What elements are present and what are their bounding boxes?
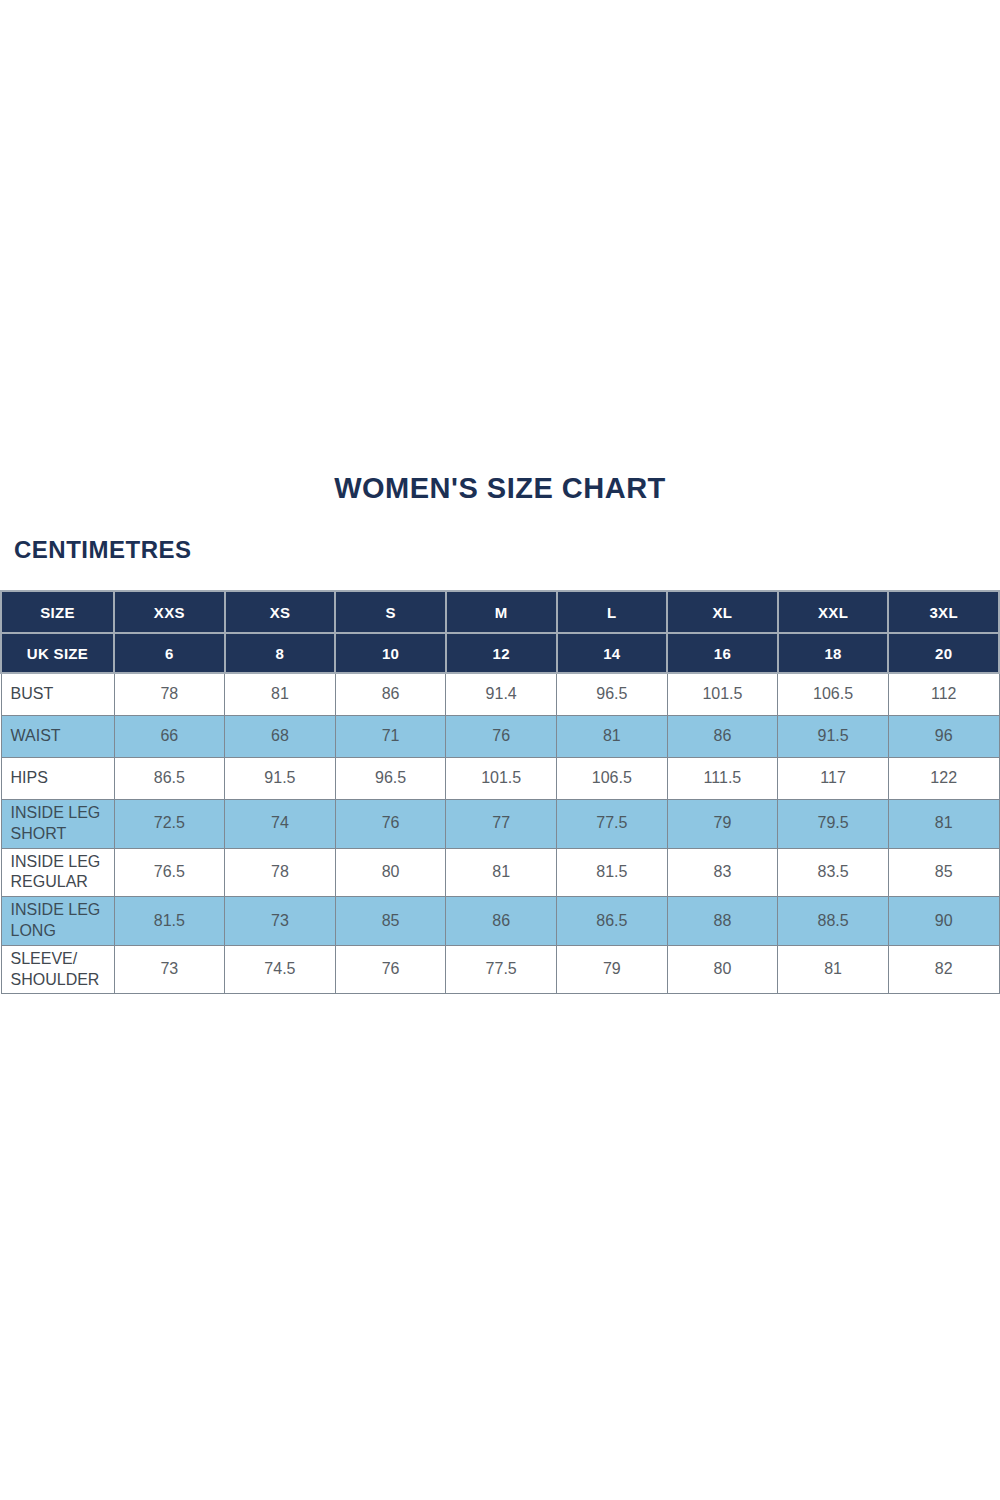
header-cell: SIZE [1, 591, 114, 633]
table-cell: 80 [667, 945, 778, 994]
page-title: WOMEN'S SIZE CHART [0, 472, 1000, 505]
table-cell: 106.5 [778, 673, 889, 716]
header-cell: 6 [114, 633, 225, 673]
table-row: WAIST66687176818691.596 [1, 716, 999, 758]
row-label: SLEEVE/ SHOULDER [1, 945, 114, 994]
header-cell: M [446, 591, 557, 633]
row-label: INSIDE LEG SHORT [1, 800, 114, 849]
table-cell: 81 [557, 716, 668, 758]
table-cell: 106.5 [557, 758, 668, 800]
table-cell: 76.5 [114, 848, 225, 897]
table-cell: 88.5 [778, 897, 889, 946]
table-cell: 86 [667, 716, 778, 758]
table-cell: 96 [888, 716, 999, 758]
header-cell: XL [667, 591, 778, 633]
table-cell: 81 [446, 848, 557, 897]
table-cell: 78 [114, 673, 225, 716]
table-cell: 76 [335, 800, 446, 849]
table-cell: 81.5 [114, 897, 225, 946]
table-cell: 85 [888, 848, 999, 897]
table-cell: 77.5 [557, 800, 668, 849]
table-cell: 83 [667, 848, 778, 897]
header-cell: 20 [888, 633, 999, 673]
size-chart-table: SIZEXXSXSSMLXLXXL3XLUK SIZE6810121416182… [0, 590, 1000, 994]
table-cell: 79 [557, 945, 668, 994]
header-cell: 3XL [888, 591, 999, 633]
table-cell: 122 [888, 758, 999, 800]
row-label: WAIST [1, 716, 114, 758]
header-cell: 14 [557, 633, 668, 673]
table-cell: 81 [778, 945, 889, 994]
row-label: INSIDE LEG REGULAR [1, 848, 114, 897]
header-cell: S [335, 591, 446, 633]
header-cell: XXS [114, 591, 225, 633]
table-cell: 91.5 [778, 716, 889, 758]
table-cell: 80 [335, 848, 446, 897]
table-cell: 68 [225, 716, 336, 758]
table-cell: 73 [114, 945, 225, 994]
table-row: BUST78818691.496.5101.5106.5112 [1, 673, 999, 716]
table-cell: 78 [225, 848, 336, 897]
table-cell: 91.4 [446, 673, 557, 716]
table-cell: 74.5 [225, 945, 336, 994]
table-head: SIZEXXSXSSMLXLXXL3XLUK SIZE6810121416182… [1, 591, 999, 673]
table-cell: 86 [335, 673, 446, 716]
table-row: INSIDE LEG LONG81.573858686.58888.590 [1, 897, 999, 946]
table-row: SLEEVE/ SHOULDER7374.57677.579808182 [1, 945, 999, 994]
size-header-row: SIZEXXSXSSMLXLXXL3XL [1, 591, 999, 633]
uk-size-header-row: UK SIZE68101214161820 [1, 633, 999, 673]
header-cell: 8 [225, 633, 336, 673]
header-cell: XS [225, 591, 336, 633]
header-cell: 18 [778, 633, 889, 673]
table-cell: 96.5 [557, 673, 668, 716]
table-row: HIPS86.591.596.5101.5106.5111.5117122 [1, 758, 999, 800]
table-cell: 88 [667, 897, 778, 946]
header-cell: 16 [667, 633, 778, 673]
table-cell: 79.5 [778, 800, 889, 849]
size-chart-page: WOMEN'S SIZE CHART CENTIMETRES SIZEXXSXS… [0, 0, 1000, 1500]
table-cell: 82 [888, 945, 999, 994]
table-cell: 91.5 [225, 758, 336, 800]
table-cell: 81.5 [557, 848, 668, 897]
table-body: BUST78818691.496.5101.5106.5112WAIST6668… [1, 673, 999, 994]
table-row: INSIDE LEG REGULAR76.578808181.58383.585 [1, 848, 999, 897]
row-label: INSIDE LEG LONG [1, 897, 114, 946]
table-cell: 111.5 [667, 758, 778, 800]
table-cell: 74 [225, 800, 336, 849]
table-cell: 77.5 [446, 945, 557, 994]
header-cell: UK SIZE [1, 633, 114, 673]
unit-label: CENTIMETRES [14, 536, 192, 564]
header-cell: XXL [778, 591, 889, 633]
table-cell: 77 [446, 800, 557, 849]
table-cell: 76 [446, 716, 557, 758]
table-cell: 112 [888, 673, 999, 716]
header-cell: L [557, 591, 668, 633]
table-cell: 71 [335, 716, 446, 758]
table-cell: 76 [335, 945, 446, 994]
table-cell: 72.5 [114, 800, 225, 849]
table-cell: 73 [225, 897, 336, 946]
table-cell: 96.5 [335, 758, 446, 800]
table-row: INSIDE LEG SHORT72.574767777.57979.581 [1, 800, 999, 849]
table-cell: 86 [446, 897, 557, 946]
table-cell: 86.5 [557, 897, 668, 946]
row-label: HIPS [1, 758, 114, 800]
table-cell: 101.5 [667, 673, 778, 716]
table-cell: 79 [667, 800, 778, 849]
table-cell: 101.5 [446, 758, 557, 800]
table-cell: 85 [335, 897, 446, 946]
row-label: BUST [1, 673, 114, 716]
table-cell: 86.5 [114, 758, 225, 800]
table-cell: 66 [114, 716, 225, 758]
table-cell: 83.5 [778, 848, 889, 897]
header-cell: 12 [446, 633, 557, 673]
table-cell: 81 [225, 673, 336, 716]
table-cell: 90 [888, 897, 999, 946]
header-cell: 10 [335, 633, 446, 673]
table-cell: 117 [778, 758, 889, 800]
table-cell: 81 [888, 800, 999, 849]
